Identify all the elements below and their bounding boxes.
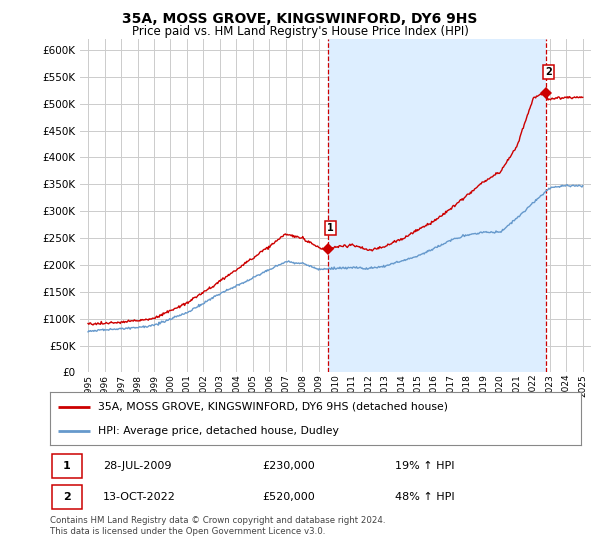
Text: Price paid vs. HM Land Registry's House Price Index (HPI): Price paid vs. HM Land Registry's House … xyxy=(131,25,469,38)
Text: £230,000: £230,000 xyxy=(262,461,315,471)
Text: 35A, MOSS GROVE, KINGSWINFORD, DY6 9HS (detached house): 35A, MOSS GROVE, KINGSWINFORD, DY6 9HS (… xyxy=(98,402,448,412)
Text: 2: 2 xyxy=(63,492,71,502)
Text: Contains HM Land Registry data © Crown copyright and database right 2024.
This d: Contains HM Land Registry data © Crown c… xyxy=(50,516,385,536)
Text: £520,000: £520,000 xyxy=(262,492,315,502)
Text: 2: 2 xyxy=(545,67,552,77)
Text: 19% ↑ HPI: 19% ↑ HPI xyxy=(395,461,454,471)
Text: 28-JUL-2009: 28-JUL-2009 xyxy=(103,461,172,471)
FancyBboxPatch shape xyxy=(52,486,82,508)
Bar xyxy=(328,39,547,372)
Text: 1: 1 xyxy=(328,223,334,232)
Text: 48% ↑ HPI: 48% ↑ HPI xyxy=(395,492,455,502)
Text: 35A, MOSS GROVE, KINGSWINFORD, DY6 9HS: 35A, MOSS GROVE, KINGSWINFORD, DY6 9HS xyxy=(122,12,478,26)
Text: 1: 1 xyxy=(63,461,71,471)
FancyBboxPatch shape xyxy=(52,455,82,478)
Text: 13-OCT-2022: 13-OCT-2022 xyxy=(103,492,176,502)
Text: HPI: Average price, detached house, Dudley: HPI: Average price, detached house, Dudl… xyxy=(98,426,338,436)
